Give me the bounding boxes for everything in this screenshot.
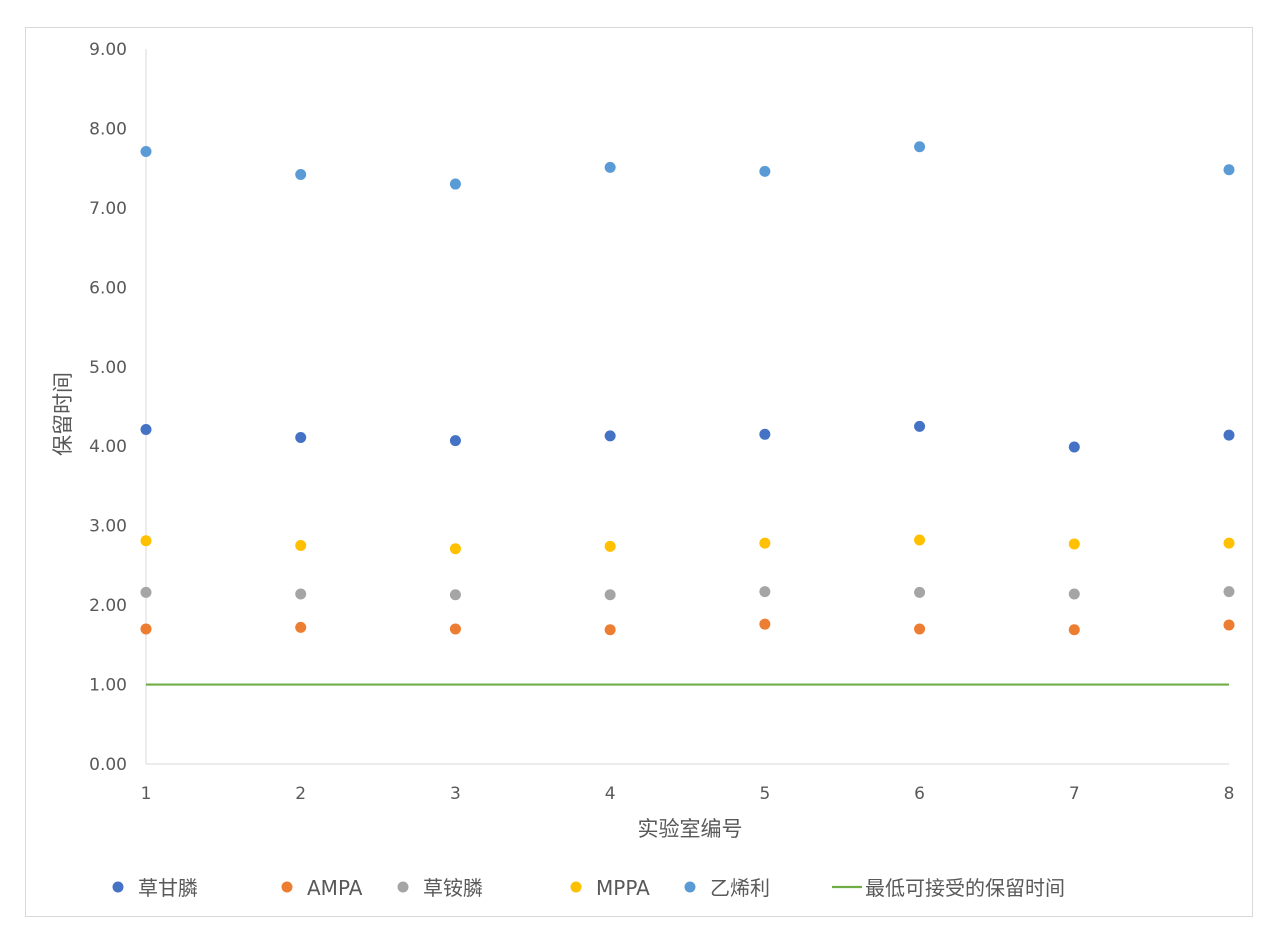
data-point	[140, 424, 152, 436]
data-point	[604, 589, 616, 601]
data-point	[759, 586, 771, 598]
y-tick-label: 3.00	[89, 517, 127, 537]
data-point	[1223, 164, 1235, 176]
data-point	[1068, 624, 1080, 636]
y-tick-label: 8.00	[89, 119, 127, 139]
data-point	[449, 178, 461, 190]
data-point	[759, 165, 771, 177]
legend-item: 最低可接受的保留时间	[832, 876, 1065, 900]
data-point	[914, 420, 926, 432]
data-point	[914, 141, 926, 153]
y-axis-ticks: 0.00 1.00 2.00 3.00 4.00 5.00 6.00 7.00 8.00 9.00	[89, 40, 127, 775]
series-4	[140, 141, 1235, 190]
data-point	[1068, 441, 1080, 453]
legend-marker	[112, 881, 124, 893]
legend-item: 草甘膦	[112, 876, 198, 900]
plot-series	[140, 141, 1235, 686]
axes	[145, 49, 1229, 765]
data-point	[1223, 537, 1235, 549]
series-0	[140, 420, 1235, 453]
data-point	[449, 435, 461, 447]
data-point	[449, 589, 461, 601]
x-tick-label: 4	[605, 784, 616, 804]
data-point	[140, 586, 152, 598]
data-point	[604, 161, 616, 173]
legend-marker	[397, 881, 409, 893]
legend-item: 乙烯利	[684, 876, 770, 900]
data-point	[295, 431, 307, 443]
legend-label: MPPA	[596, 876, 650, 900]
data-point	[140, 145, 152, 157]
y-axis-title: 保留时间	[51, 372, 75, 456]
data-point	[759, 537, 771, 549]
legend-marker	[281, 881, 293, 893]
x-tick-label: 5	[759, 784, 770, 804]
data-point	[295, 621, 307, 633]
data-point	[449, 543, 461, 555]
y-tick-label: 9.00	[89, 40, 127, 60]
data-point	[140, 623, 152, 635]
chart-area	[25, 27, 1253, 917]
data-point	[914, 586, 926, 598]
x-tick-label: 8	[1224, 784, 1235, 804]
x-axis-title: 实验室编号	[638, 817, 743, 841]
x-axis-ticks: 1 2 3 4 5 6 7 8	[141, 784, 1235, 804]
legend-item: MPPA	[570, 876, 650, 900]
data-point	[295, 169, 307, 181]
legend-label: 乙烯利	[710, 876, 770, 900]
y-tick-label: 7.00	[89, 199, 127, 219]
data-point	[449, 623, 461, 635]
x-tick-label: 3	[450, 784, 461, 804]
y-tick-label: 2.00	[89, 596, 127, 616]
data-point	[604, 624, 616, 636]
data-point	[1223, 429, 1235, 441]
legend-item: AMPA	[281, 876, 363, 900]
x-tick-label: 2	[295, 784, 306, 804]
y-tick-label: 5.00	[89, 358, 127, 378]
y-tick-label: 1.00	[89, 676, 127, 696]
legend-label: 草甘膦	[138, 876, 198, 900]
legend-item: 草铵膦	[397, 876, 483, 900]
data-point	[604, 540, 616, 552]
data-point	[1223, 586, 1235, 598]
series-1	[140, 618, 1235, 636]
x-tick-label: 7	[1069, 784, 1080, 804]
x-tick-label: 6	[914, 784, 925, 804]
data-point	[1223, 619, 1235, 631]
series-2	[140, 586, 1235, 601]
data-point	[295, 540, 307, 552]
legend-label: AMPA	[307, 876, 363, 900]
data-point	[759, 428, 771, 440]
y-tick-label: 4.00	[89, 437, 127, 457]
legend-label: 最低可接受的保留时间	[865, 876, 1065, 900]
data-point	[914, 623, 926, 635]
data-point	[1068, 538, 1080, 550]
data-point	[604, 430, 616, 442]
legend-marker	[570, 881, 582, 893]
legend-marker	[684, 881, 696, 893]
data-point	[295, 588, 307, 600]
legend-label: 草铵膦	[423, 876, 483, 900]
data-point	[759, 618, 771, 630]
data-point	[1068, 588, 1080, 600]
x-tick-label: 1	[141, 784, 152, 804]
data-point	[914, 534, 926, 546]
y-tick-label: 6.00	[89, 278, 127, 298]
y-tick-label: 0.00	[89, 755, 127, 775]
legend: 草甘膦 AMPA 草铵膦 MPPA 乙烯利 最低可接受的保留时间	[112, 876, 1065, 900]
series-3	[140, 534, 1235, 555]
data-point	[140, 535, 152, 547]
